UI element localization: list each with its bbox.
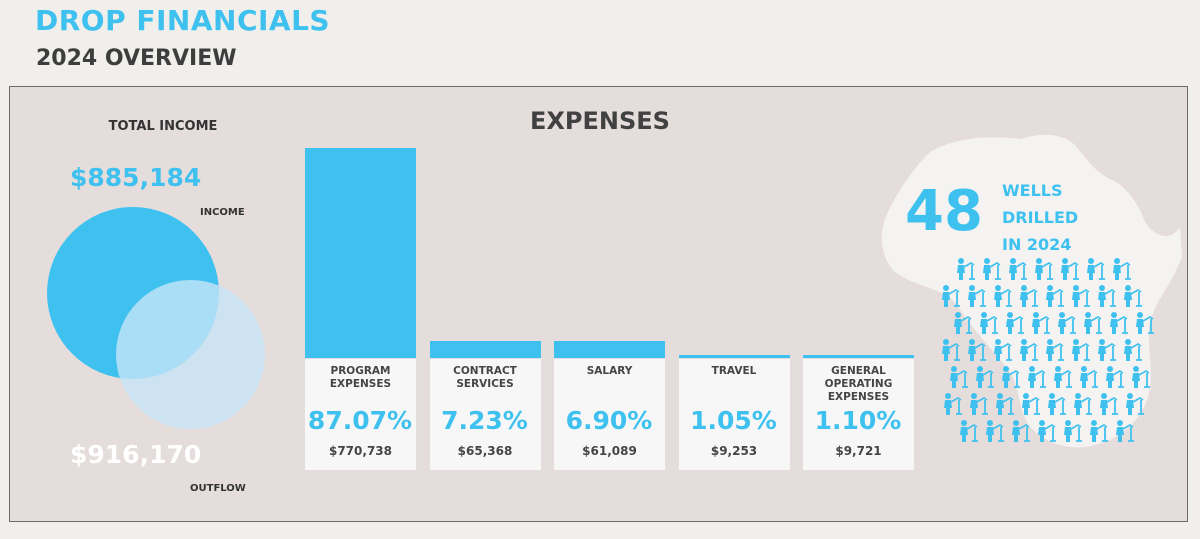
amount-label: $9,721 xyxy=(835,444,882,458)
percent-label: 7.23% xyxy=(441,406,528,435)
expense-card: TRAVEL 1.05% $9,253 xyxy=(678,359,790,470)
expenses-title: EXPENSES xyxy=(530,107,670,135)
bar-0 xyxy=(305,148,416,358)
category-label: TRAVEL xyxy=(711,365,757,377)
person-icon xyxy=(994,285,1012,307)
person-icon xyxy=(1100,393,1118,415)
person-icon xyxy=(1106,366,1124,388)
bar-3 xyxy=(678,355,790,358)
percent-label: 1.10% xyxy=(814,406,902,435)
amount-label: $770,738 xyxy=(328,444,392,458)
expense-card: CONTRACT SERVICES 7.23% $65,368 xyxy=(429,359,541,470)
person-icon xyxy=(1002,366,1020,388)
percent-label: 1.05% xyxy=(690,406,777,435)
outflow-value: $916,170 xyxy=(70,440,202,469)
person-icon xyxy=(1087,258,1105,280)
person-icon xyxy=(1110,312,1128,334)
category-label: PROGRAM EXPENSES xyxy=(329,365,392,390)
person-icon xyxy=(960,420,978,442)
person-icon xyxy=(994,339,1012,361)
bar-4 xyxy=(803,355,914,358)
expense-card: PROGRAM EXPENSES 87.07% $770,738 xyxy=(305,359,416,470)
person-icon xyxy=(1124,339,1142,361)
person-icon xyxy=(1038,420,1056,442)
person-icon xyxy=(1009,258,1027,280)
person-icon xyxy=(1090,420,1108,442)
overview-panel: TOTAL INCOME $885,184 INCOME $916,170 OU… xyxy=(9,86,1188,522)
person-icon xyxy=(1022,393,1040,415)
person-icon xyxy=(1020,339,1038,361)
person-icon xyxy=(1028,366,1046,388)
person-icon xyxy=(1116,420,1134,442)
person-icon xyxy=(1136,312,1154,334)
person-icon xyxy=(976,366,994,388)
person-icon xyxy=(980,312,998,334)
person-icon xyxy=(1061,258,1079,280)
amount-label: $65,368 xyxy=(457,444,513,458)
person-icon xyxy=(942,339,960,361)
bar-1 xyxy=(429,340,541,358)
person-icon xyxy=(1084,312,1102,334)
wells-caption: WELLS DRILLED IN 2024 xyxy=(1002,181,1079,254)
person-icon xyxy=(996,393,1014,415)
person-icon xyxy=(1098,285,1116,307)
category-label: SALARY xyxy=(586,365,633,377)
person-icon xyxy=(1012,420,1030,442)
person-icon xyxy=(1098,339,1116,361)
income-value: $885,184 xyxy=(70,163,202,192)
person-icon xyxy=(942,285,960,307)
person-icon xyxy=(957,258,975,280)
category-label: GENERAL OPERATING EXPENSES xyxy=(824,365,893,403)
person-icon xyxy=(1124,285,1142,307)
person-icon xyxy=(1046,285,1064,307)
person-icon xyxy=(954,312,972,334)
expense-card: SALARY 6.90% $61,089 xyxy=(554,359,665,470)
amount-label: $9,253 xyxy=(710,444,758,458)
category-label: CONTRACT SERVICES xyxy=(453,365,517,390)
person-icon xyxy=(1080,366,1098,388)
person-icon xyxy=(1074,393,1092,415)
person-icon xyxy=(1054,366,1072,388)
bar-2 xyxy=(554,341,665,358)
person-icon xyxy=(986,420,1004,442)
amount-label: $61,089 xyxy=(582,444,637,458)
person-icon xyxy=(1072,285,1090,307)
person-icon xyxy=(1058,312,1076,334)
page-subtitle: 2024 OVERVIEW xyxy=(36,46,237,71)
person-icon xyxy=(968,339,986,361)
percent-label: 87.07% xyxy=(307,406,413,435)
person-icon xyxy=(983,258,1001,280)
total-income-heading: TOTAL INCOME xyxy=(108,119,218,134)
person-icon xyxy=(1072,339,1090,361)
person-icon xyxy=(1132,366,1150,388)
person-icon xyxy=(1035,258,1053,280)
person-icon xyxy=(1126,393,1144,415)
income-label: INCOME xyxy=(200,207,245,218)
person-icon xyxy=(1064,420,1082,442)
person-icon xyxy=(1113,258,1131,280)
page-title: DROP FINANCIALS xyxy=(35,4,331,37)
wells-count: 48 xyxy=(905,179,983,244)
person-icon xyxy=(1048,393,1066,415)
person-icon xyxy=(950,366,968,388)
person-icon xyxy=(1020,285,1038,307)
percent-label: 6.90% xyxy=(565,406,653,435)
expense-card: GENERAL OPERATING EXPENSES 1.10% $9,721 xyxy=(803,359,914,470)
person-icon xyxy=(1032,312,1050,334)
person-icon xyxy=(968,285,986,307)
person-icon xyxy=(970,393,988,415)
person-icon xyxy=(1006,312,1024,334)
outflow-label: OUTFLOW xyxy=(190,483,246,494)
outflow-circle xyxy=(116,280,265,429)
person-icon xyxy=(1046,339,1064,361)
person-icon xyxy=(944,393,962,415)
